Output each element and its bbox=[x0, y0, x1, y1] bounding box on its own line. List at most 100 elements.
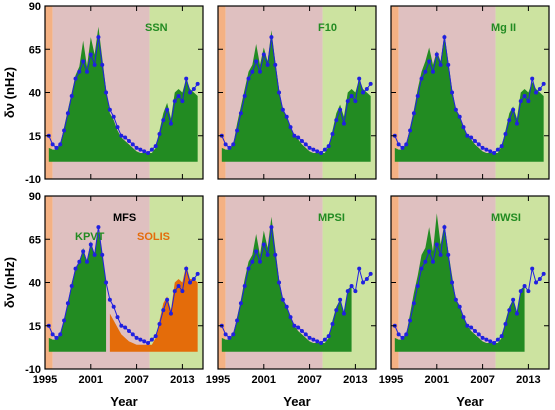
panel-label: MPSI bbox=[318, 212, 345, 224]
y-tick-label: 90 bbox=[29, 191, 41, 203]
frequency-shift-point bbox=[303, 142, 308, 147]
panel-label: MWSI bbox=[491, 212, 521, 224]
frequency-shift-point bbox=[526, 289, 531, 294]
frequency-shift-point bbox=[514, 121, 519, 126]
frequency-shift-point bbox=[77, 69, 82, 74]
frequency-shift-point bbox=[396, 142, 401, 147]
frequency-shift-point bbox=[191, 87, 196, 92]
frequency-shift-point bbox=[288, 315, 293, 320]
frequency-shift-point bbox=[153, 144, 158, 149]
frequency-shift-point bbox=[492, 151, 497, 156]
frequency-shift-point bbox=[368, 271, 373, 276]
frequency-shift-point bbox=[357, 266, 362, 271]
y-tick-label: -10 bbox=[25, 174, 41, 186]
frequency-shift-point bbox=[231, 142, 236, 147]
frequency-shift-point bbox=[345, 99, 350, 104]
frequency-shift-point bbox=[319, 341, 324, 346]
frequency-shift-point bbox=[446, 62, 451, 67]
frequency-shift-point bbox=[530, 76, 535, 81]
frequency-shift-point bbox=[480, 335, 485, 340]
proxy-area bbox=[48, 26, 198, 162]
frequency-shift-point bbox=[311, 337, 316, 342]
frequency-shift-point bbox=[142, 149, 147, 154]
frequency-shift-point bbox=[180, 289, 185, 294]
frequency-shift-point bbox=[411, 301, 416, 306]
frequency-shift-point bbox=[326, 144, 331, 149]
frequency-shift-point bbox=[84, 259, 89, 264]
frequency-shift-point bbox=[242, 93, 247, 98]
frequency-shift-point bbox=[507, 308, 512, 313]
frequency-shift-point bbox=[119, 133, 124, 138]
frequency-shift-point bbox=[280, 297, 285, 302]
frequency-shift-point bbox=[62, 318, 67, 323]
frequency-shift-point bbox=[353, 289, 358, 294]
frequency-shift-point bbox=[123, 325, 128, 330]
frequency-shift-point bbox=[254, 249, 259, 254]
frequency-shift-point bbox=[438, 62, 443, 67]
frequency-shift-point bbox=[322, 337, 327, 342]
frequency-shift-point bbox=[537, 87, 542, 92]
frequency-shift-point bbox=[81, 249, 86, 254]
frequency-shift-point bbox=[138, 337, 143, 342]
proxy-area bbox=[394, 213, 525, 352]
frequency-shift-point bbox=[284, 304, 289, 309]
frequency-shift-point bbox=[242, 283, 247, 288]
frequency-shift-point bbox=[195, 81, 200, 86]
frequency-shift-point bbox=[172, 289, 177, 294]
frequency-shift-point bbox=[153, 334, 158, 339]
frequency-shift-point bbox=[126, 328, 131, 333]
frequency-shift-point bbox=[138, 147, 143, 152]
frequency-shift-point bbox=[73, 76, 78, 81]
frequency-shift-point bbox=[292, 133, 297, 138]
y-tick-label: 40 bbox=[29, 88, 41, 100]
frequency-shift-point bbox=[111, 114, 116, 119]
frequency-shift-point bbox=[322, 147, 327, 152]
frequency-shift-point bbox=[73, 266, 78, 271]
frequency-shift-point bbox=[419, 76, 424, 81]
x-axis-title: Year bbox=[456, 394, 483, 409]
frequency-shift-point bbox=[438, 252, 443, 257]
frequency-shift-point bbox=[488, 149, 493, 154]
frequency-shift-line bbox=[394, 227, 545, 344]
frequency-shift-point bbox=[107, 107, 112, 112]
frequency-shift-point bbox=[315, 149, 320, 154]
frequency-shift-point bbox=[188, 280, 193, 285]
frequency-shift-point bbox=[277, 90, 282, 95]
frequency-shift-point bbox=[104, 280, 109, 285]
frequency-shift-point bbox=[430, 259, 435, 264]
frequency-shift-point bbox=[411, 111, 416, 116]
frequency-shift-point bbox=[280, 107, 285, 112]
frequency-shift-point bbox=[511, 107, 516, 112]
frequency-shift-point bbox=[115, 125, 120, 130]
frequency-shift-point bbox=[254, 59, 259, 64]
frequency-shift-point bbox=[111, 304, 116, 309]
frequency-shift-point bbox=[123, 135, 128, 140]
frequency-shift-point bbox=[88, 242, 93, 247]
panel-label: Mg II bbox=[491, 22, 516, 34]
frequency-shift-point bbox=[514, 311, 519, 316]
frequency-shift-point bbox=[503, 132, 508, 137]
frequency-shift-point bbox=[299, 328, 304, 333]
proxy-area bbox=[221, 216, 352, 352]
frequency-shift-point bbox=[492, 341, 497, 346]
frequency-shift-point bbox=[408, 128, 413, 133]
frequency-shift-line bbox=[221, 227, 372, 344]
frequency-shift-point bbox=[338, 107, 343, 112]
frequency-shift-point bbox=[364, 277, 369, 282]
frequency-shift-point bbox=[261, 242, 266, 247]
frequency-shift-point bbox=[184, 76, 189, 81]
panel-label: F10 bbox=[318, 22, 337, 34]
frequency-shift-point bbox=[250, 259, 255, 264]
frequency-shift-point bbox=[326, 334, 331, 339]
frequency-shift-point bbox=[157, 322, 162, 327]
frequency-shift-point bbox=[518, 99, 523, 104]
frequency-shift-point bbox=[541, 81, 546, 86]
frequency-shift-point bbox=[396, 332, 401, 337]
x-tick-label: 2001 bbox=[425, 374, 449, 386]
frequency-shift-point bbox=[284, 114, 289, 119]
frequency-shift-point bbox=[511, 297, 516, 302]
frequency-shift-point bbox=[311, 147, 316, 152]
panel-label: SSN bbox=[145, 22, 168, 34]
frequency-shift-point bbox=[534, 280, 539, 285]
y-tick-label: 65 bbox=[29, 234, 41, 246]
